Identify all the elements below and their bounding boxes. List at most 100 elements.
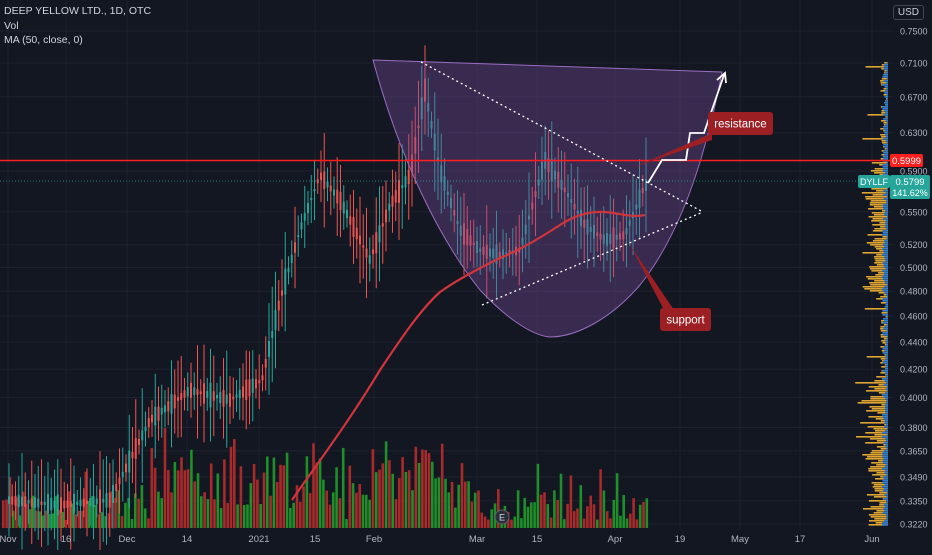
volume-profile-bar (880, 330, 888, 332)
price-axis[interactable]: 0.7500 0.7100 0.6700 0.6300 0.5900 0.5500 0.52… (900, 27, 928, 530)
volume-bar (401, 457, 404, 528)
volume-profile-bar (882, 290, 888, 292)
volume-bar (549, 517, 553, 528)
volume-bar (579, 485, 583, 528)
volume-bar (315, 462, 319, 528)
cup-pattern[interactable] (372, 59, 723, 338)
volume-profile-bar (886, 196, 888, 198)
volume-profile-bar (873, 206, 888, 208)
currency-button[interactable]: USD (892, 5, 924, 20)
time-axis[interactable]: Nov 16 Dec 14 2021 15 Feb Mar 15 Apr 19 May 17 Jun (0, 534, 880, 545)
volume-profile-bar (883, 68, 888, 70)
volume-bar (101, 512, 104, 528)
volume-bar (35, 510, 38, 528)
volume-profile-bar (884, 242, 888, 244)
candle-body (138, 439, 140, 445)
volume-bar (223, 459, 226, 528)
candle-body (401, 185, 404, 189)
candle-body (258, 380, 261, 384)
candle-body (264, 359, 267, 368)
time-tick-label: Mar (469, 534, 485, 545)
volume-profile-bar (886, 324, 888, 326)
candle-body (50, 497, 53, 511)
volume-bar (358, 484, 361, 528)
volume-profile-bar (868, 524, 888, 526)
candle-body (489, 248, 491, 257)
volume-profile-bar (886, 390, 888, 392)
volume-profile-bar (882, 524, 888, 526)
candle-body (645, 178, 647, 192)
volume-profile-bar (880, 82, 888, 84)
volume-profile-bar (884, 226, 888, 228)
volume-bar (5, 499, 8, 528)
volume-profile-bar (884, 102, 888, 104)
volume-profile-bar (874, 434, 888, 436)
volume-profile-bar (868, 216, 888, 218)
volume-bar (41, 515, 45, 528)
volume-bar (361, 494, 365, 528)
price-tick-label: 0.3490 (900, 473, 928, 483)
volume-profile-bar (884, 240, 888, 242)
volume-profile-bar (874, 228, 888, 230)
volume-bar (414, 446, 418, 528)
price-tick-label: 0.5200 (900, 240, 928, 250)
candle-body (407, 169, 410, 185)
volume-profile-bar (884, 64, 888, 66)
volume-profile-bar (882, 460, 888, 462)
volume-bar (236, 504, 239, 528)
volume-profile-bar (884, 306, 888, 308)
resistance-label-box[interactable] (708, 112, 773, 135)
volume-bar (302, 486, 305, 528)
volume-profile-bar (870, 452, 888, 454)
volume-bar (28, 509, 31, 528)
volume-bar (625, 518, 629, 528)
candle-body (251, 378, 254, 393)
volume-profile-bar (883, 478, 888, 480)
volume-profile-bar (871, 408, 888, 410)
earnings-marker[interactable] (494, 509, 510, 525)
volume-bar (332, 492, 335, 528)
volume-profile-bar (880, 448, 888, 450)
candle-body (229, 393, 231, 407)
support-label-box[interactable] (660, 308, 711, 331)
volume-profile-bar (885, 446, 888, 448)
volume-profile-bar (874, 488, 888, 490)
volume-profile-bar (883, 194, 888, 196)
volume-profile-bar (886, 62, 888, 64)
volume-profile-bar (868, 470, 888, 472)
volume-profile-bar (881, 312, 888, 314)
volume-profile-bar (885, 356, 888, 358)
volume-profile-bar (885, 140, 888, 142)
volume-profile-bar (886, 428, 888, 430)
volume-bar (163, 428, 167, 528)
candle-body (534, 191, 537, 198)
volume-profile-bar (881, 112, 888, 114)
volume-bar (477, 490, 480, 528)
volume-bar (602, 490, 606, 528)
candle-body (274, 310, 277, 330)
volume-profile-bar (885, 308, 888, 310)
candle-body (268, 340, 270, 357)
candle-body (170, 394, 173, 414)
volume-profile-bar (872, 194, 888, 196)
volume-bars (2, 428, 649, 528)
candle-body (547, 158, 550, 173)
volume-profile-bar (867, 234, 888, 236)
volume-profile-bar (882, 234, 888, 236)
volume-profile-bar (886, 88, 888, 90)
volume-profile-bar (886, 116, 888, 118)
volume-bar (206, 499, 210, 528)
volume-bar (398, 478, 401, 528)
volume-profile-bar (883, 168, 888, 170)
triangle-pattern[interactable] (420, 61, 704, 306)
candle-body (193, 387, 196, 395)
volume-bar (167, 470, 170, 528)
candle-body (245, 379, 248, 401)
candle-body (21, 496, 23, 506)
candle-body (222, 389, 225, 407)
volume-profile-bar (882, 210, 888, 212)
candle-body (404, 176, 407, 188)
candle-body (108, 492, 111, 508)
